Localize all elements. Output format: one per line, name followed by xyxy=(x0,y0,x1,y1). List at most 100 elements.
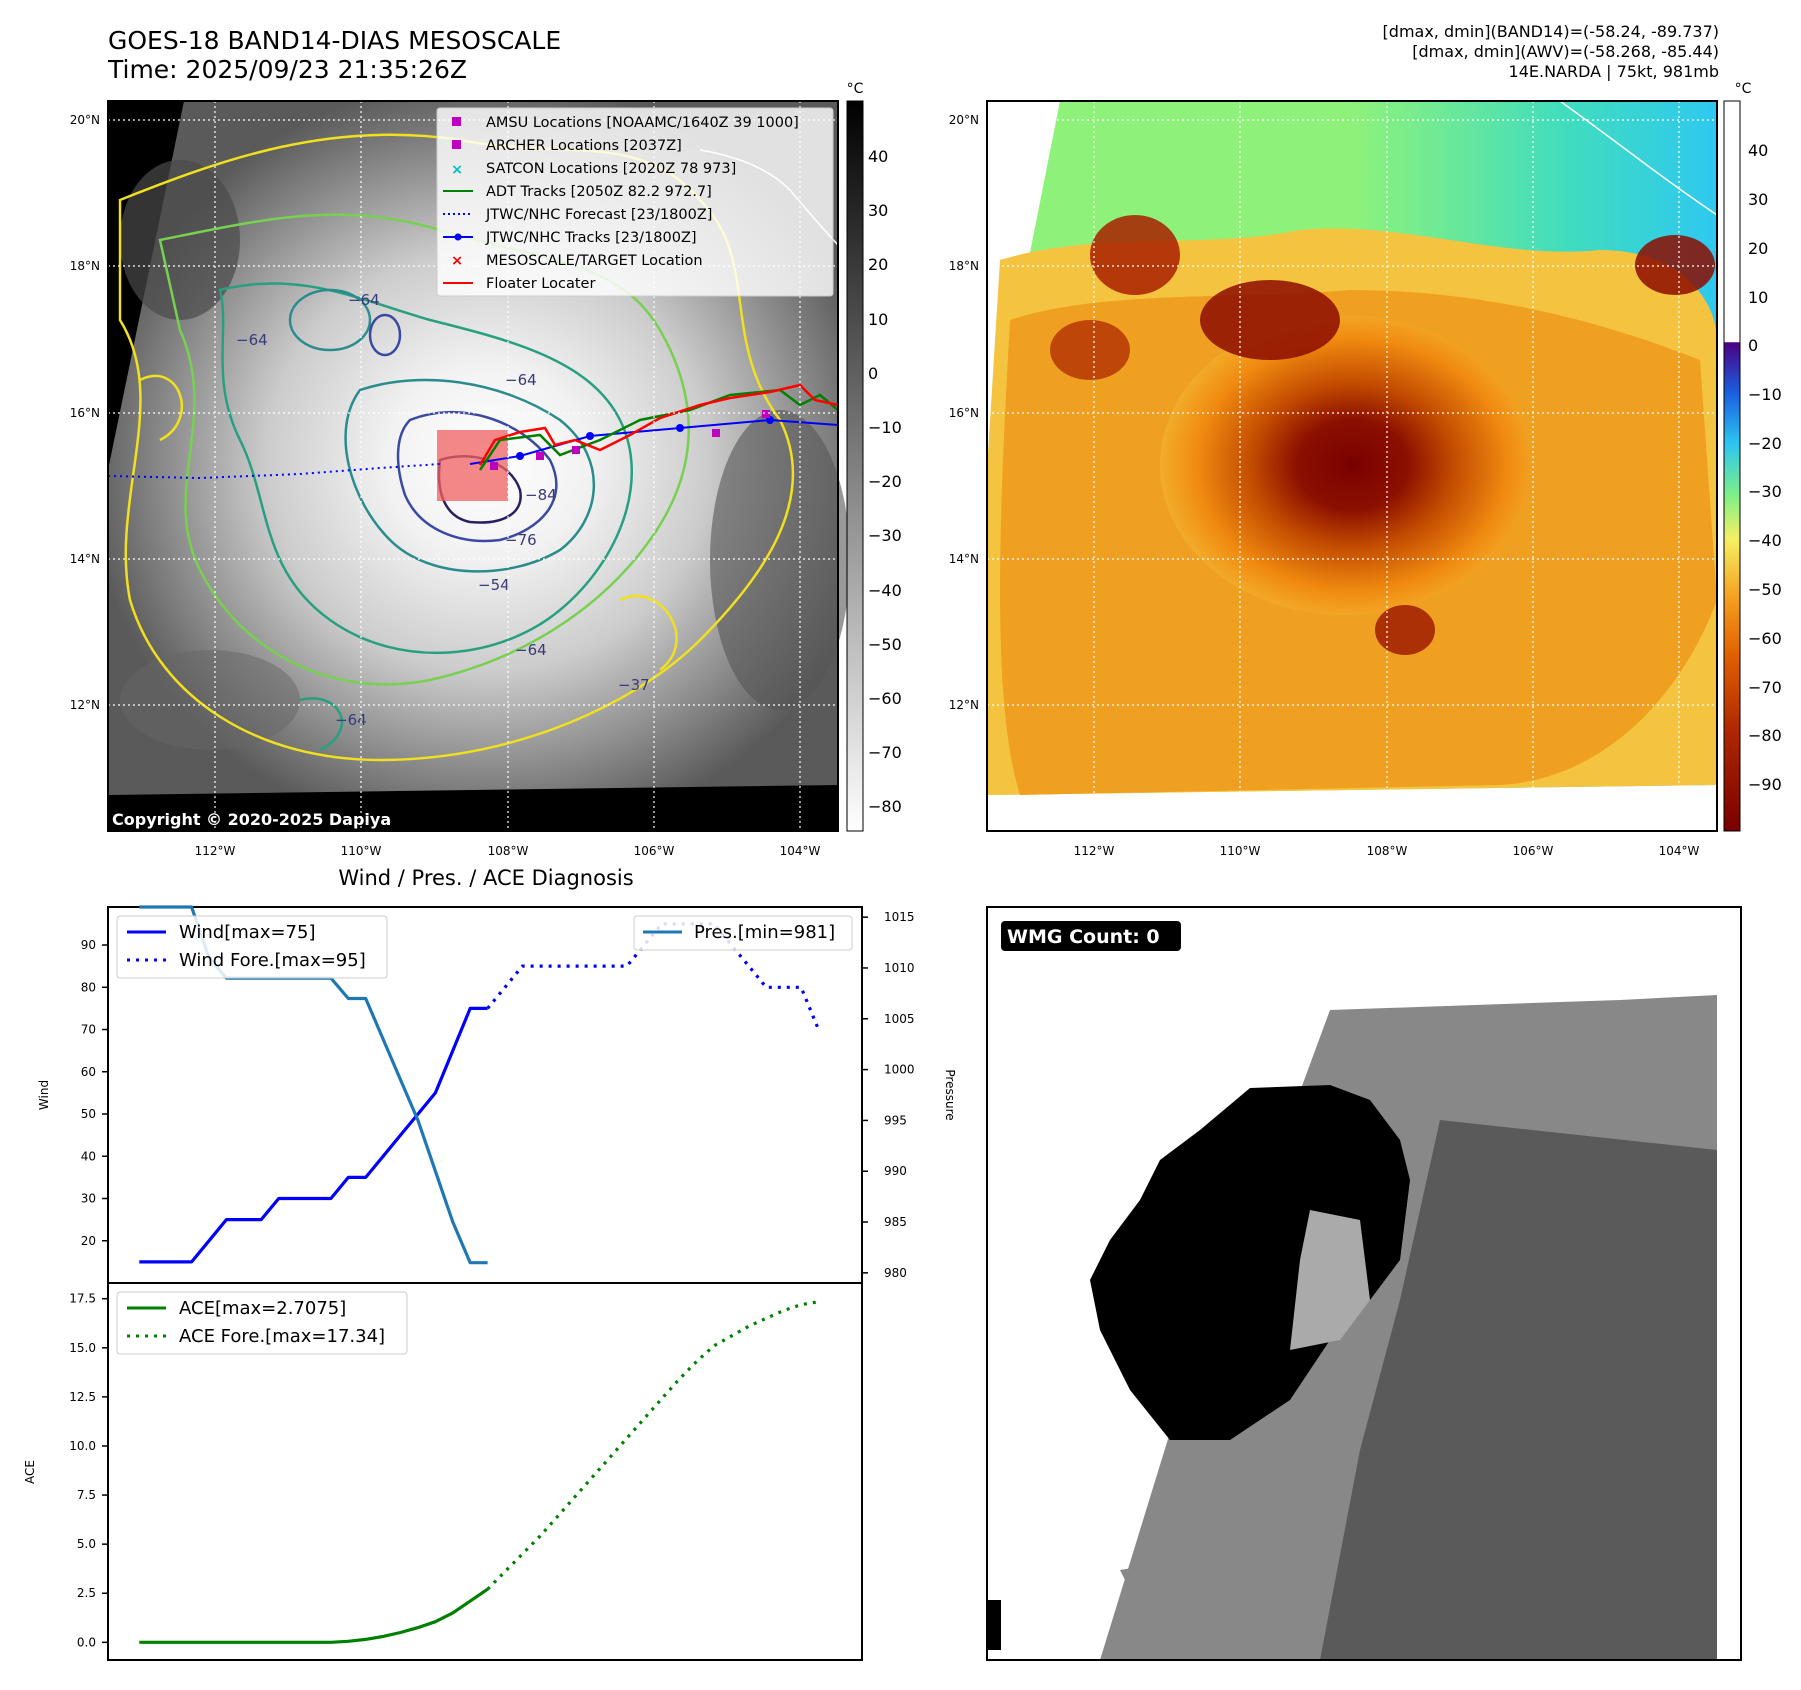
y-tick-label: 90 xyxy=(81,938,96,952)
ir-colorbar-unit: °C xyxy=(847,81,864,97)
svg-text:108°W: 108°W xyxy=(1367,844,1408,858)
legend-floater-label: Floater Locater xyxy=(486,276,595,292)
svg-text:−10: −10 xyxy=(1748,385,1782,404)
legend-archer-label: ARCHER Locations [2037Z] xyxy=(486,138,682,154)
ir-lat-labels: 20°N 18°N 16°N 14°N 12°N xyxy=(70,113,100,712)
wmg-cold-region xyxy=(1090,1085,1410,1440)
svg-text:106°W: 106°W xyxy=(634,844,675,858)
contour-label: −37 xyxy=(618,676,650,694)
svg-text:104°W: 104°W xyxy=(780,844,821,858)
y-tick-label: 60 xyxy=(81,1065,96,1079)
svg-text:−90: −90 xyxy=(1748,775,1782,794)
contour-label: −76 xyxy=(505,531,537,549)
ace-axis-label: ACE xyxy=(23,1460,37,1484)
svg-text:−50: −50 xyxy=(1748,580,1782,599)
svg-text:0: 0 xyxy=(1748,336,1758,355)
series-line xyxy=(486,1300,819,1591)
y2-tick-label: 995 xyxy=(884,1113,907,1127)
wmg-dark-region xyxy=(1320,1120,1717,1660)
contour-label: −64 xyxy=(505,371,537,389)
y2-tick-label: 985 xyxy=(884,1215,907,1229)
svg-text:−60: −60 xyxy=(1748,629,1782,648)
svg-text:30: 30 xyxy=(868,201,888,220)
adt-track xyxy=(478,388,839,471)
wind-axis-label: Wind xyxy=(37,1080,51,1110)
wv-lon-labels: 112°W 110°W 108°W 106°W 104°W xyxy=(1074,844,1700,858)
legend-amsu-marker xyxy=(452,117,461,126)
dmax-band14-info: [dmax, dmin](BAND14)=(-58.24, -89.737) xyxy=(1382,22,1719,41)
svg-text:40: 40 xyxy=(1748,141,1768,160)
wind-pressure-panel: 20 30 40 50 60 70 80 90 980 985 990 995 1000 1005 101… xyxy=(37,905,957,1284)
contour-label: −54 xyxy=(478,576,510,594)
wmg-frame xyxy=(986,906,1742,1661)
copyright-text: Copyright © 2020-2025 Dapiya xyxy=(112,810,391,829)
y-tick-label: 40 xyxy=(81,1149,96,1163)
svg-text:30: 30 xyxy=(1748,190,1768,209)
y-tick-label: 50 xyxy=(81,1107,96,1121)
ir-contour-labels: −64 −64 −64 −76 −84 −64 −54 −37 −64 xyxy=(236,291,650,729)
y2-tick-label: 980 xyxy=(884,1266,907,1280)
figure-title-line2: Time: 2025/09/23 21:35:26Z xyxy=(108,55,467,84)
wind-y-ticks: 20 30 40 50 60 70 80 90 xyxy=(81,938,108,1248)
ir-map-frame xyxy=(107,100,839,832)
svg-text:104°W: 104°W xyxy=(1659,844,1700,858)
wv-colorbar-ticks: 40 30 20 10 0 −10 −20 −30 −40 −50 −60 −7… xyxy=(1748,141,1782,794)
svg-text:14°N: 14°N xyxy=(70,552,100,566)
jtwc-track-points xyxy=(516,416,774,460)
storm-info: 14E.NARDA | 75kt, 981mb xyxy=(1508,62,1719,81)
svg-text:18°N: 18°N xyxy=(70,259,100,273)
svg-text:−20: −20 xyxy=(868,472,902,491)
legend-target-label: MESOSCALE/TARGET Location xyxy=(486,253,703,269)
diagnosis-title: Wind / Pres. / ACE Diagnosis xyxy=(338,866,633,890)
svg-text:106°W: 106°W xyxy=(1513,844,1554,858)
svg-text:−30: −30 xyxy=(1748,482,1782,501)
svg-text:−40: −40 xyxy=(1748,531,1782,550)
y-tick-label: 17.5 xyxy=(69,1292,96,1306)
legend-jtwc-label: JTWC/NHC Tracks [23/1800Z] xyxy=(485,230,697,246)
svg-text:112°W: 112°W xyxy=(195,844,236,858)
svg-text:18°N: 18°N xyxy=(949,259,979,273)
series-line xyxy=(139,1587,489,1644)
figure-title-line1: GOES-18 BAND14-DIAS MESOSCALE xyxy=(108,26,562,55)
svg-text:16°N: 16°N xyxy=(949,406,979,420)
legend-amsu-label: AMSU Locations [NOAAMC/1640Z 39 1000] xyxy=(486,115,799,131)
y2-tick-label: 1010 xyxy=(884,961,915,975)
legend-archer-marker xyxy=(452,140,461,149)
wv-storm-core xyxy=(1160,315,1530,615)
y2-tick-label: 1015 xyxy=(884,910,915,924)
y2-tick-label: 1000 xyxy=(884,1063,915,1077)
contour-label: −64 xyxy=(348,291,380,309)
contour-label: −64 xyxy=(335,711,367,729)
ace-legend: ACE[max=2.7075] ACE Fore.[max=17.34] xyxy=(116,1291,408,1355)
pressure-y-ticks: 980 985 990 995 1000 1005 1010 1015 xyxy=(862,910,915,1280)
svg-text:−30: −30 xyxy=(868,526,902,545)
legend-ace-label: ACE[max=2.7075] xyxy=(179,1298,346,1319)
ir-legend: AMSU Locations [NOAAMC/1640Z 39 1000] AR… xyxy=(436,107,834,297)
y-tick-label: 15.0 xyxy=(69,1341,96,1355)
svg-text:10: 10 xyxy=(868,310,888,329)
wv-lat-labels: 20°N 18°N 16°N 14°N 12°N xyxy=(949,113,979,712)
wv-map-panel: 20°N 18°N 16°N 14°N 12°N 112°W 110°W 108… xyxy=(949,100,1718,858)
svg-text:0: 0 xyxy=(868,364,878,383)
svg-text:20: 20 xyxy=(868,255,888,274)
y-tick-label: 7.5 xyxy=(77,1488,96,1502)
y-tick-label: 20 xyxy=(81,1234,96,1248)
svg-text:−50: −50 xyxy=(868,635,902,654)
svg-text:20°N: 20°N xyxy=(949,113,979,127)
legend-satcon-marker: × xyxy=(451,162,463,178)
y-tick-label: 30 xyxy=(81,1192,96,1206)
legend-ace-fore-label: ACE Fore.[max=17.34] xyxy=(179,1326,385,1347)
svg-text:−20: −20 xyxy=(1748,434,1782,453)
svg-text:−80: −80 xyxy=(868,797,902,816)
series-line xyxy=(139,1006,488,1264)
svg-text:−70: −70 xyxy=(868,743,902,762)
wv-colorbar-unit: °C xyxy=(1735,81,1752,97)
legend-satcon-label: SATCON Locations [2020Z 78 973] xyxy=(486,161,736,177)
svg-text:12°N: 12°N xyxy=(70,698,100,712)
svg-text:−60: −60 xyxy=(868,689,902,708)
svg-text:14°N: 14°N xyxy=(949,552,979,566)
y-tick-label: 10.0 xyxy=(69,1439,96,1453)
contour-label: −64 xyxy=(236,331,268,349)
ace-panel: 0.0 2.5 5.0 7.5 10.0 12.5 15.0 17.5 ACE ACE[max… xyxy=(23,1282,863,1661)
